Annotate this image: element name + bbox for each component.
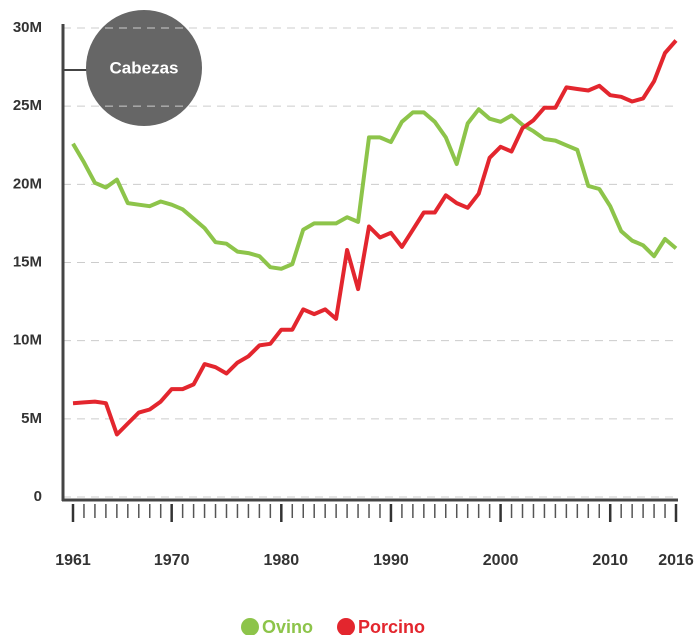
x-tick-label: 1990 bbox=[373, 552, 409, 569]
annotation-bubble bbox=[86, 10, 202, 126]
y-tick-label: 5M bbox=[21, 410, 42, 427]
x-tick-label: 1980 bbox=[264, 552, 300, 569]
y-tick-label: 10M bbox=[13, 332, 42, 349]
legend-label: Ovino bbox=[262, 617, 313, 635]
legend-swatch bbox=[337, 618, 355, 635]
series-line bbox=[71, 107, 678, 271]
annotation: Cabezas bbox=[110, 58, 179, 77]
series-line bbox=[72, 39, 678, 437]
y-tick-label: 25M bbox=[13, 97, 42, 114]
y-tick-label: 15M bbox=[13, 253, 42, 270]
x-tick-label: 2016 bbox=[658, 552, 694, 569]
x-tick-label: 1961 bbox=[55, 552, 91, 569]
x-tick-label: 1970 bbox=[154, 552, 190, 569]
y-tick-label: 30M bbox=[13, 19, 42, 36]
x-tick-label: 2000 bbox=[483, 552, 519, 569]
y-tick-label: 0 bbox=[34, 488, 42, 505]
x-tick-label: 2010 bbox=[592, 552, 628, 569]
y-tick-label: 20M bbox=[13, 175, 42, 192]
legend-label: Porcino bbox=[358, 617, 425, 635]
legend-swatch bbox=[241, 618, 259, 635]
